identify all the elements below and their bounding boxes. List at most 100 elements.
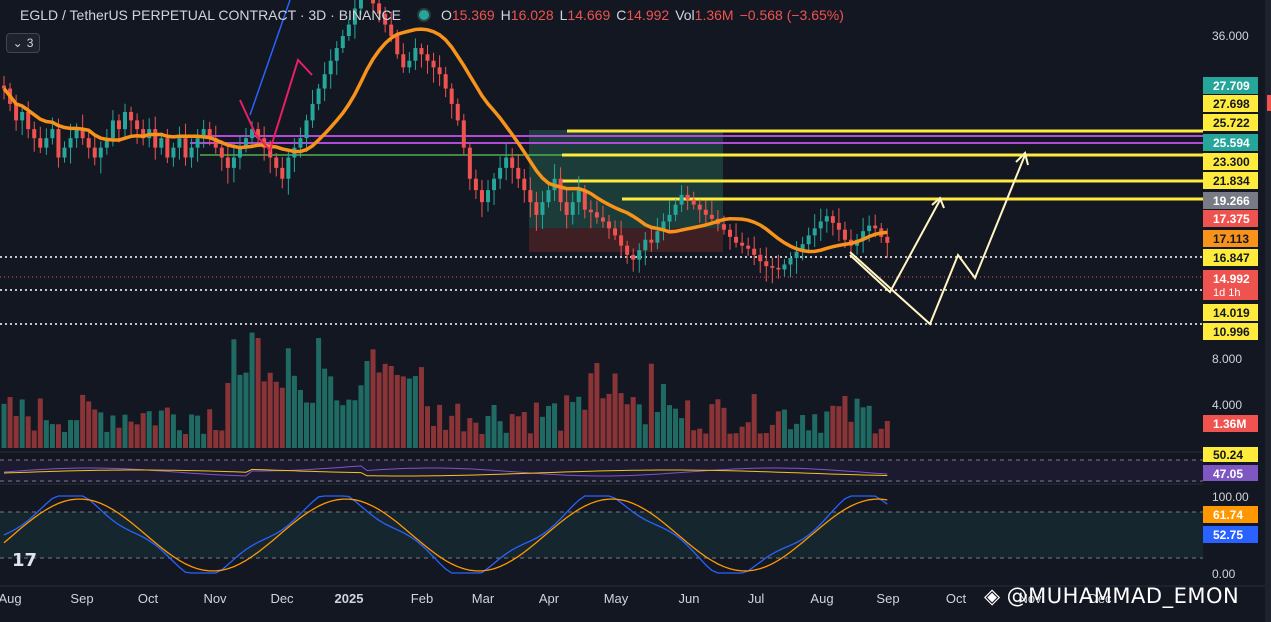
candle-body (104, 138, 109, 148)
volume-bar (297, 389, 303, 448)
arrow-head-icon (1015, 151, 1029, 166)
volume-bar (636, 404, 642, 448)
volume-bar (806, 430, 812, 448)
candle-body (842, 229, 847, 240)
candle-body (873, 225, 878, 229)
author-watermark: ◈ @MUHAMMAD_EMON (984, 584, 1239, 608)
trend-drawing-line (249, 0, 291, 116)
candle-body (528, 190, 533, 203)
volume-bar (164, 407, 170, 448)
volume-bar (400, 376, 406, 448)
candle-body (165, 138, 170, 158)
candle-body (522, 178, 527, 191)
volume-bar (606, 393, 612, 448)
stoch-k-value: 52.75 (1213, 528, 1243, 542)
volume-bar (763, 433, 769, 448)
volume-bar (800, 415, 806, 448)
volume-bar (479, 433, 485, 448)
volume-bar (261, 381, 267, 448)
volume-bar (116, 427, 122, 448)
scrollbar-marker (1267, 95, 1271, 111)
volume-bar (55, 424, 61, 448)
indicators-toggle-button[interactable]: ⌄ 3 (6, 33, 40, 53)
candle-body (116, 120, 121, 130)
candle-body (304, 120, 309, 139)
candle-body (540, 202, 545, 215)
volume-bar (146, 411, 152, 448)
candle-body (473, 178, 478, 191)
volume-bar (467, 418, 473, 448)
volume-bar (715, 399, 721, 448)
price-tag-label: 21.834 (1213, 174, 1250, 188)
candle-body (746, 245, 751, 249)
stoch-d-value: 61.74 (1213, 508, 1243, 522)
volume-bar (485, 415, 491, 448)
candle-body (346, 24, 351, 36)
volume-bar (7, 397, 13, 448)
volume-bar (25, 416, 31, 448)
volume-bar (140, 413, 146, 448)
volume-bar (431, 425, 437, 448)
volume-bar (533, 402, 539, 448)
candle-body (607, 221, 611, 229)
time-axis-label: Oct (946, 591, 967, 606)
candle-body (806, 235, 811, 245)
candle-body (80, 129, 85, 139)
volume-bar (588, 373, 594, 448)
time-axis-label: Oct (138, 591, 159, 606)
candle-body (467, 147, 472, 179)
stoch-band (0, 512, 1203, 558)
candle-body (68, 138, 73, 148)
volume-bar (316, 338, 322, 448)
candle-body (504, 157, 509, 168)
volume-bar (860, 407, 866, 448)
candle-body (486, 190, 490, 203)
volume-bar (122, 414, 128, 448)
symbol-title[interactable]: EGLD / TetherUS PERPETUAL CONTRACT · 3D … (20, 7, 401, 23)
volume-bar (775, 411, 781, 448)
volume-axis-tick: 8.000 (1212, 352, 1242, 366)
volume-bar (158, 410, 164, 448)
volume-bar (304, 402, 309, 448)
volume-bar (231, 339, 237, 448)
volume-bar (418, 367, 424, 448)
candle-body (14, 103, 19, 121)
candle-body (728, 229, 732, 237)
open-value: 15.369 (451, 7, 495, 23)
price-tag (1203, 192, 1258, 209)
binance-icon: ◈ (984, 584, 1001, 608)
price-tag-label: 14.992 (1213, 272, 1250, 286)
candle-body (377, 3, 382, 14)
volume-bar (291, 375, 297, 448)
volume-bar (546, 405, 551, 448)
volume-bar (104, 431, 110, 448)
volume-bar (219, 430, 225, 448)
volume-bar (376, 372, 382, 448)
candle-body (564, 202, 569, 215)
candle-body (836, 222, 841, 230)
volume-bar (183, 433, 188, 448)
time-axis-label: Dec (1088, 591, 1112, 606)
volume-bar (213, 430, 219, 448)
price-tag-label: 27.698 (1213, 97, 1250, 111)
price-tag (1203, 153, 1258, 170)
volume-bar (648, 363, 654, 448)
arrow-head-icon (931, 196, 945, 209)
candle-body (74, 129, 79, 139)
volume-bars (1, 332, 890, 448)
volume-bar (703, 433, 709, 448)
price-tag-label: 17.375 (1213, 212, 1250, 226)
candle-body (56, 129, 61, 158)
volume-bar (697, 428, 703, 448)
candle-body (661, 221, 666, 232)
volume-bar (576, 396, 582, 448)
candle-body (667, 214, 672, 222)
volume-bar (225, 383, 231, 448)
volume-bar (86, 401, 92, 448)
candle-body (334, 48, 339, 61)
candle-body (631, 254, 636, 260)
volume-bar (491, 405, 497, 448)
volume-bar (769, 424, 775, 448)
